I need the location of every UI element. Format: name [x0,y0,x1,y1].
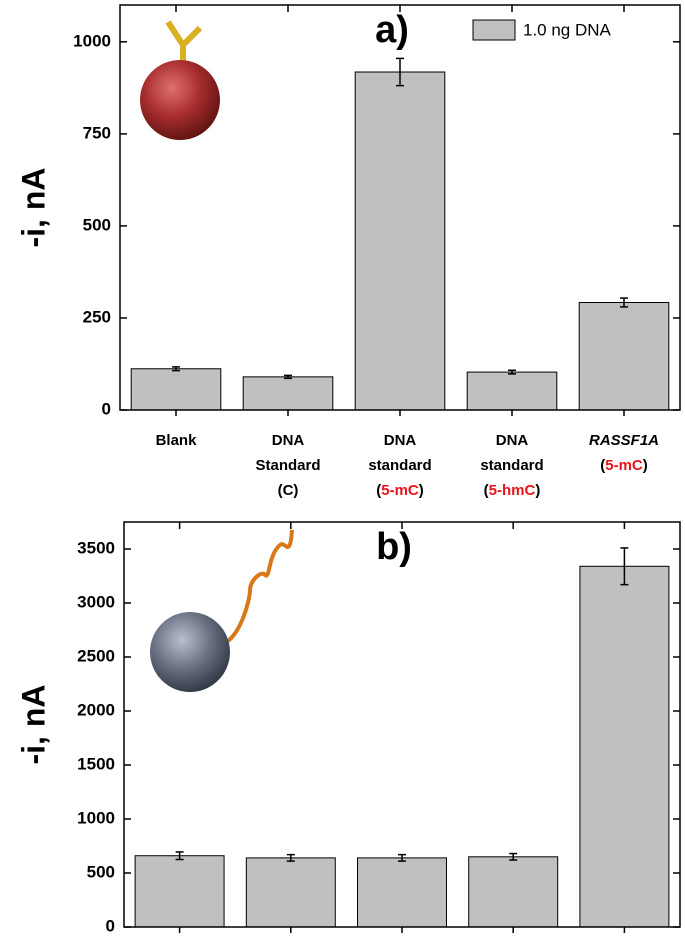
plot-frame [123,521,681,928]
bar [245,857,336,928]
x-tick-label-part: 5-hmC [489,482,536,499]
error-bar [508,369,516,375]
bar [130,368,222,411]
error-bar [286,853,295,862]
x-tick-label: standard [480,457,543,474]
legend-label: 1.0 ng DNA [523,20,612,39]
x-tick-label-part: ) [535,482,540,499]
x-tick-label: Standard [255,457,320,474]
legend-swatch [472,19,516,41]
error-bar [398,853,406,862]
y-tick-label: 3000 [77,592,115,611]
bar [357,857,447,928]
error-bar [175,851,184,861]
x-tick-label-part: ) [419,482,424,499]
y-tick-label: 1500 [77,754,115,773]
x-tick-label: DNA [272,432,305,449]
y-tick-label: 0 [106,916,115,935]
x-tick-label: standard [368,457,431,474]
bar [468,856,559,928]
x-tick-label: (5-hmC) [484,482,541,499]
panel-label: a) [375,9,409,51]
error-bar [620,297,628,308]
y-tick-label: 250 [83,307,111,326]
error-bar [509,852,518,861]
bar [354,71,446,411]
x-tick-label-part: standard [368,457,431,474]
error-bar [396,57,404,87]
y-tick-label: 1000 [77,808,115,827]
y-axis-label: -i, nA [15,168,51,248]
y-tick-label: 2000 [77,700,115,719]
x-tick-label-part: DNA [384,432,417,449]
x-tick-label: (5-mC) [600,457,648,474]
x-tick-label-part: ) [643,457,648,474]
bar [578,301,670,411]
x-tick-label: RASSF1A [589,432,659,449]
bar [466,371,558,411]
y-tick-label: 2500 [77,646,115,665]
y-tick-label: 750 [83,123,111,142]
y-tick-label: 500 [87,862,115,881]
x-tick-label-part: DNA [272,432,305,449]
dna-bead-icon [150,529,294,692]
x-tick-label-part: ( [376,482,381,499]
x-tick-label-part: ( [600,457,605,474]
y-tick-label: 1000 [73,31,111,50]
x-tick-label: Blank [156,432,198,449]
x-tick-label-part: (C) [278,482,299,499]
x-tick-label-part: RASSF1A [589,432,659,449]
y-axis-label: -i, nA [15,685,51,765]
error-bar [620,547,629,586]
x-tick-label: (C) [278,482,299,499]
x-tick-label: (5-mC) [376,482,424,499]
antibody-bead-icon [140,20,220,140]
x-tick-label-part: standard [480,457,543,474]
y-tick-label: 3500 [77,538,115,557]
error-bar [172,366,180,372]
x-tick-label: DNA [384,432,417,449]
x-tick-label-part: 5-mC [605,457,643,474]
plot-frame [119,4,681,411]
panel-label: b) [376,526,412,568]
x-tick-label-part: ( [484,482,489,499]
y-tick-label: 0 [102,399,111,418]
error-bar [284,374,292,380]
x-tick-label: DNA [496,432,529,449]
x-tick-label-part: 5-mC [381,482,419,499]
bar [134,855,225,928]
bar [242,376,334,411]
bar [579,565,670,928]
x-tick-label-part: Blank [156,432,198,449]
x-tick-label-part: DNA [496,432,529,449]
x-tick-label-part: Standard [255,457,320,474]
y-tick-label: 500 [83,215,111,234]
